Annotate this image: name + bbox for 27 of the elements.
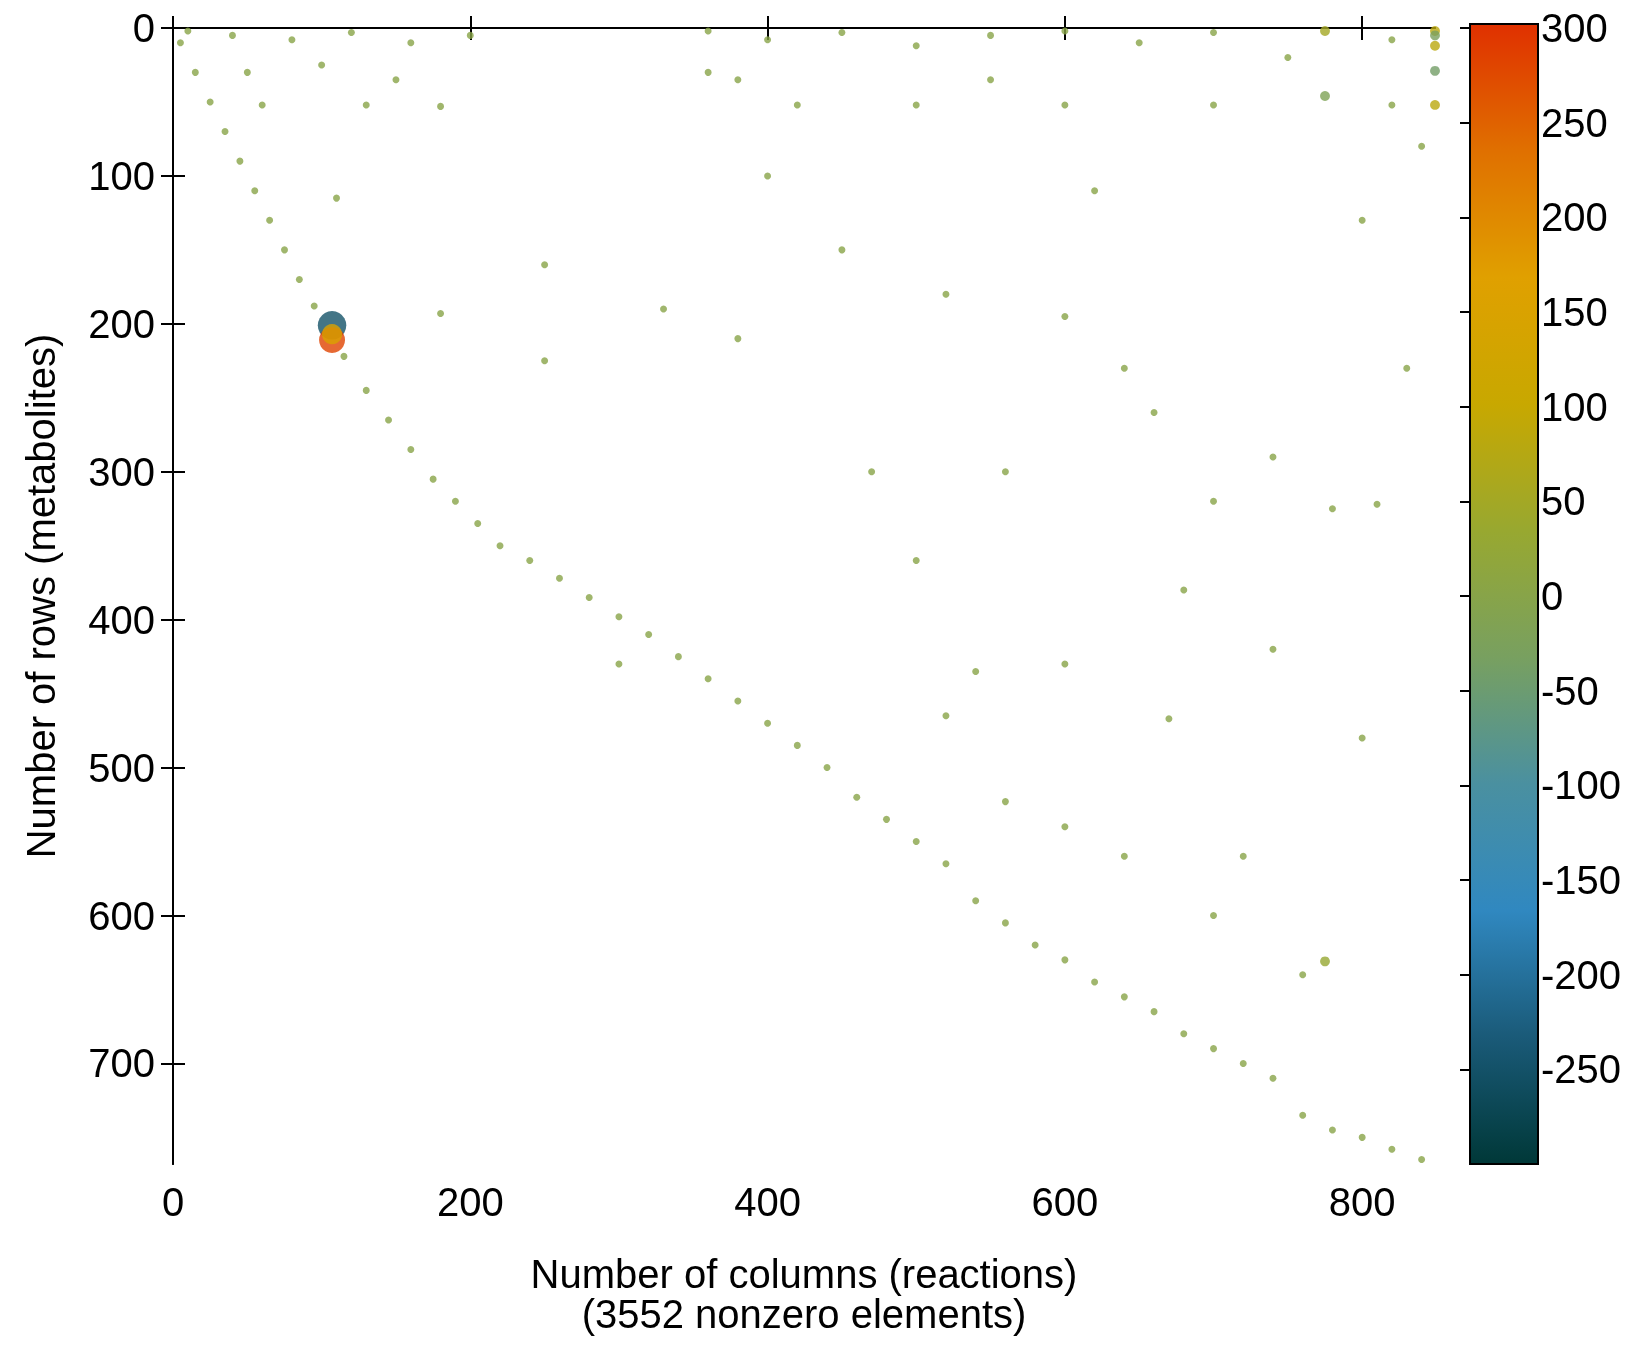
y-tick-label: 600 bbox=[88, 893, 155, 938]
y-tick-label: 200 bbox=[88, 301, 155, 346]
y-tick-label: 100 bbox=[88, 153, 155, 198]
x-axis-title: Number of columns (reactions) bbox=[530, 1252, 1078, 1296]
x-tick-label: 800 bbox=[1328, 1180, 1396, 1224]
x-tick-label: 0 bbox=[161, 1180, 185, 1224]
color-bar-label: 300 bbox=[1540, 6, 1608, 50]
color-bar-label: -150 bbox=[1540, 858, 1621, 902]
color-bar-label: 200 bbox=[1540, 195, 1608, 240]
color-bar-label: 50 bbox=[1540, 479, 1586, 524]
y-tick-label: 400 bbox=[88, 597, 155, 642]
color-bar-label: -100 bbox=[1540, 763, 1621, 808]
x-tick-label: 600 bbox=[1031, 1180, 1099, 1224]
color-bar-label: -50 bbox=[1540, 668, 1599, 713]
y-tick-label: 700 bbox=[88, 1041, 155, 1086]
y-tick-label: 0 bbox=[132, 6, 155, 50]
color-bar-label: -200 bbox=[1540, 952, 1621, 997]
x-tick-label: 400 bbox=[734, 1180, 801, 1224]
color-bar-label: 0 bbox=[1540, 574, 1564, 618]
y-tick-label: 500 bbox=[88, 745, 155, 790]
x-tick-label: 200 bbox=[436, 1180, 504, 1224]
color-bar-label: 250 bbox=[1540, 100, 1608, 145]
y-axis-title: Number of rows (metabolites) bbox=[19, 333, 63, 859]
y-tick-label: 300 bbox=[88, 449, 155, 494]
color-bar-label: 150 bbox=[1540, 290, 1608, 334]
color-bar-label: -250 bbox=[1540, 1047, 1621, 1092]
color-bar-label: 100 bbox=[1540, 384, 1608, 429]
